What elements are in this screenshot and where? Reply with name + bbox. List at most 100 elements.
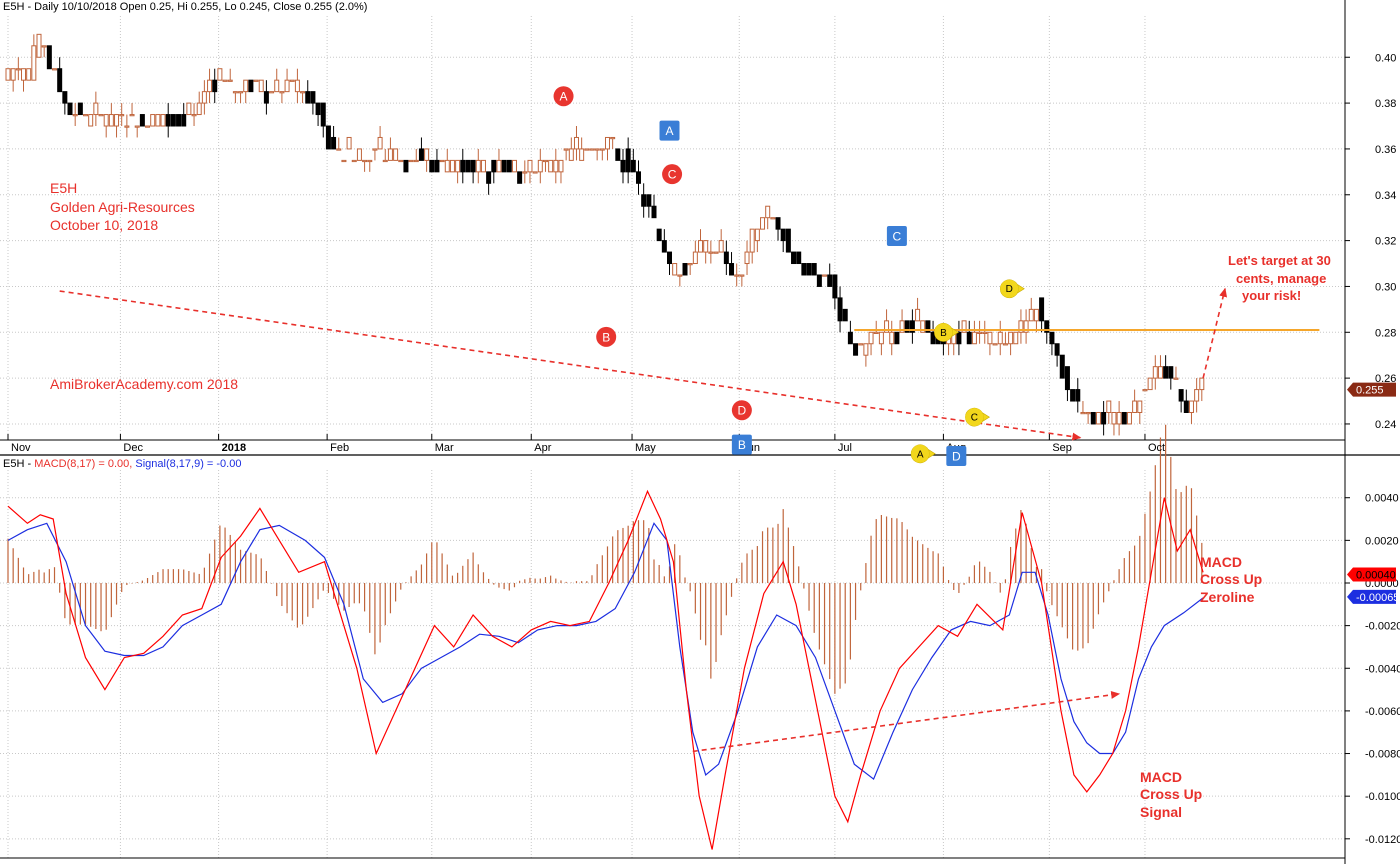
candle-body [920,320,926,333]
tick-labels: NovDec2018FebMarAprMayJunJulAugSepOct0.4… [7,52,1400,846]
candle-body [620,159,626,173]
marker-label: B [738,438,746,452]
candle-body [682,263,688,276]
candle-body [227,79,233,82]
y-tick-label: 0.28 [1375,327,1396,339]
candle-body [1116,411,1122,425]
candle-body [770,217,776,220]
candle-body [263,91,269,104]
candle-body [956,331,962,345]
candle-body [93,102,99,116]
candle-body [1106,400,1112,413]
y-tick-label: -0.0100 [1365,791,1400,803]
candle-body [475,159,481,173]
candle-body [331,136,337,150]
marker-circle [1000,279,1019,298]
candle-body [579,148,585,161]
candle-body [129,114,135,117]
candle-body [62,91,68,104]
value-labels: 0.255 0.00040 -0.00065 [1347,382,1399,604]
candle-body [191,114,197,117]
y-tick-label: -0.0040 [1365,663,1400,675]
candle-body [1013,331,1019,345]
candle-body [692,251,698,265]
y-tick-label: -0.0080 [1365,749,1400,761]
y-tick-label: 0.0040 [1365,493,1399,505]
candle-body [1126,411,1132,425]
candle-body [83,114,89,117]
candle-body [599,148,605,151]
candle-body [279,91,285,94]
wave-marker-yellow-b: B [934,323,959,342]
signal-value-label-bg [1347,589,1396,604]
candle-body [310,91,316,104]
candle-body [134,125,140,128]
wave-marker-blue-d: D [946,446,967,467]
wave-marker-blue-a: A [659,120,680,141]
macd-value-label-text: 0.00040 [1356,569,1396,581]
candle-body [760,217,766,230]
candle-body [604,136,610,150]
macd-title-macd: MACD(8,17) = 0.00, [34,458,133,470]
candle-body [739,274,745,277]
candle-body [1142,389,1148,392]
x-tick-label: Mar [435,442,454,454]
y-tick-label: 0.38 [1375,98,1396,110]
candle-body [274,79,280,93]
candle-body [687,263,693,266]
candle-body [222,79,228,82]
candle-body [553,159,559,173]
candle-body [150,114,156,127]
wave-marker-yellow-c: C [965,407,990,427]
x-tick-label: Apr [534,442,551,454]
candle-body [1199,377,1205,391]
y-tick-label: 0.34 [1375,190,1396,202]
candle-body [26,68,32,81]
candle-body [563,148,569,151]
y-tick-label: 0.0020 [1365,535,1399,547]
candle-body [1157,366,1163,379]
wave-marker-red-a: A [553,86,574,107]
candle-body [139,114,145,127]
macd-histogram [7,424,1203,694]
candle-body [5,68,11,81]
x-tick-label: May [635,442,656,454]
current-price-label: 0.255 [1347,382,1396,397]
candle-body [542,159,548,163]
candle-body [217,68,223,81]
marker-label: A [917,449,924,460]
y-tick-label: -0.0120 [1365,834,1400,846]
candle-body [868,331,874,345]
candle-body [765,205,771,219]
candle-body [646,194,652,207]
marker-label: A [665,124,673,138]
candle-body [496,159,502,173]
y-tick-label: -0.0060 [1365,706,1400,718]
candle-body [997,331,1003,345]
candle-body [749,228,755,253]
candle-body [816,274,822,287]
candle-body [713,251,719,254]
candle-body [827,274,833,287]
candle-body [1054,343,1060,356]
candle-body [667,251,673,265]
candle-body [31,45,37,81]
y-tick-label: 0.36 [1375,144,1396,156]
marker-label: B [602,330,610,344]
candle-body [858,343,864,346]
candle-body [594,148,600,151]
candle-body [853,343,859,356]
candle-body [455,159,461,173]
candle-body [775,217,781,230]
candle-body [429,159,435,173]
candle-body [532,171,538,174]
candle-body [1049,331,1055,345]
candle-body [992,343,998,346]
macd-title-prefix: E5H - [3,458,35,470]
candle-body [904,320,910,333]
candle-body [842,308,848,322]
candle-body [522,171,528,174]
candle-body [1090,411,1096,425]
candle-body [449,159,455,173]
candle-body [796,251,802,265]
